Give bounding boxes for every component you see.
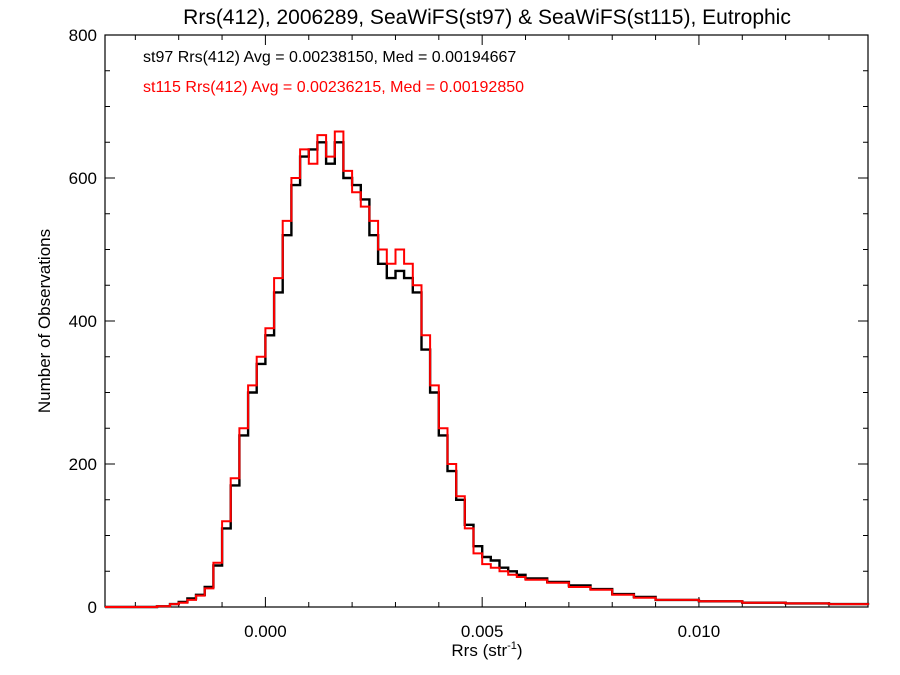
y-tick-label: 0 (88, 598, 97, 617)
y-tick-labels: 0 200 400 600 800 (69, 26, 97, 617)
x-tick-label: 0.000 (244, 622, 287, 641)
series-st115-line (105, 130, 869, 608)
x-axis-title-end: ) (517, 641, 523, 660)
y-axis-title: Number of Observations (35, 229, 54, 413)
y-tick-label: 200 (69, 455, 97, 474)
x-tick-label: 0.005 (461, 622, 504, 641)
chart-title: Rrs(412), 2006289, SeaWiFS(st97) & SeaWi… (183, 6, 791, 29)
x-axis-title-superscript: -1 (507, 640, 517, 652)
x-axis-title-main: Rrs (str (451, 641, 507, 660)
series-lines (105, 130, 870, 609)
y-tick-label: 800 (69, 26, 97, 45)
y-tick-label: 400 (69, 312, 97, 331)
y-tick-label: 600 (69, 169, 97, 188)
legend-entry-st97: st97 Rrs(412) Avg = 0.00238150, Med = 0.… (143, 49, 516, 66)
x-axis-title: Rrs (str-1) (451, 640, 522, 660)
axis-ticks (105, 34, 868, 608)
series-st97-line (105, 141, 870, 609)
legend-entry-st115: st115 Rrs(412) Avg = 0.00236215, Med = 0… (143, 79, 524, 96)
x-tick-label: 0.010 (678, 622, 721, 641)
x-tick-labels: 0.000 0.005 0.010 (244, 622, 720, 641)
plot-frame (104, 34, 869, 608)
